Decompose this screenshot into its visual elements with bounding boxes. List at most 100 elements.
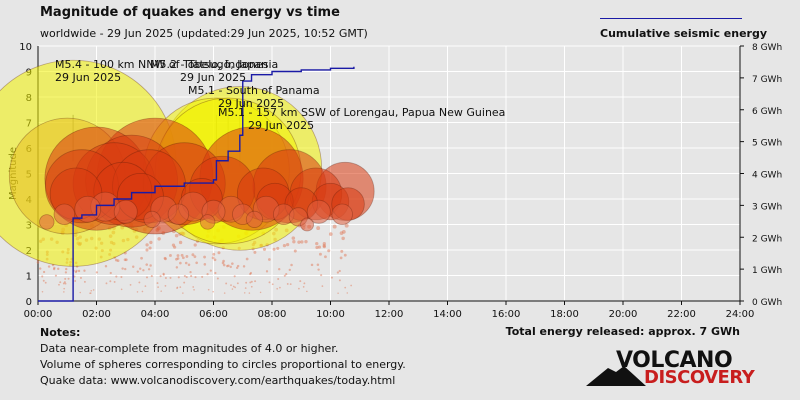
small-quake-dot (285, 273, 288, 276)
small-quake-dot (268, 281, 271, 284)
small-quake-dot (136, 270, 139, 273)
small-quake-dot (176, 286, 179, 289)
small-quake-dot (350, 284, 353, 287)
small-quake-dot (169, 276, 172, 279)
small-quake-dot (324, 255, 327, 259)
y2-tick-label: 7 GWh (752, 75, 782, 85)
small-quake-dot (149, 240, 153, 245)
small-quake-dot (90, 292, 92, 294)
small-quake-dot (90, 289, 93, 292)
small-quake-dot (234, 286, 236, 289)
small-quake-dot (156, 282, 159, 285)
small-quake-dot (338, 279, 341, 282)
small-quake-dot (293, 249, 297, 253)
small-quake-dot (304, 239, 308, 244)
y-tick-label: 10 (19, 42, 32, 53)
small-quake-dot (259, 291, 262, 294)
small-quake-dot (216, 277, 219, 280)
small-quake-dot (109, 271, 112, 275)
small-quake-dot (206, 273, 209, 276)
small-quake-dot (231, 288, 234, 290)
quake-circle (331, 203, 353, 226)
small-quake-dot (136, 291, 139, 293)
small-quake-dot (306, 290, 308, 293)
annotation-title: M5.4 - 100 km NNW of Tobelo, Indonesia (55, 58, 278, 71)
x-tick-label: 02:00 (82, 309, 111, 320)
small-quake-dot (187, 263, 191, 267)
small-quake-dot (77, 269, 81, 273)
small-quake-dot (64, 277, 67, 280)
small-quake-dot (302, 286, 305, 288)
small-quake-dot (286, 283, 289, 285)
quake-circle (300, 217, 315, 232)
annotation-date: 29 Jun 2025 (55, 71, 121, 84)
small-quake-dot (253, 250, 257, 254)
small-quake-dot (337, 292, 339, 294)
small-quake-dot (159, 275, 162, 278)
x-tick-label: 00:00 (24, 309, 53, 320)
notes-line-1: Data near-complete from magnitudes of 4.… (40, 342, 339, 355)
small-quake-dot (254, 280, 257, 283)
x-tick-label: 18:00 (550, 309, 579, 320)
notes-heading: Notes: (40, 326, 81, 339)
small-quake-dot (63, 281, 66, 284)
small-quake-dot (193, 255, 197, 259)
small-quake-dot (162, 273, 165, 276)
small-quake-dot (139, 267, 142, 270)
quake-circle (199, 214, 216, 230)
small-quake-dot (193, 288, 195, 291)
small-quake-dot (41, 275, 44, 278)
small-quake-dot (289, 283, 292, 286)
small-quake-dot (62, 282, 65, 285)
annotation-title: M5.1 - South of Panama (188, 84, 320, 97)
small-quake-dot (64, 271, 68, 274)
small-quake-dot (217, 251, 221, 255)
logo-word-volcano: VOLCANO (616, 348, 733, 373)
small-quake-dot (42, 279, 45, 282)
small-quake-dot (123, 258, 127, 262)
legend-label: Cumulative seismic energy (600, 27, 768, 40)
small-quake-dot (179, 261, 182, 265)
small-quake-dot (63, 291, 65, 293)
small-quake-dot (243, 292, 246, 294)
small-quake-dot (233, 275, 236, 278)
small-quake-dot (320, 274, 323, 277)
y-tick-label: 1 (26, 272, 32, 283)
small-quake-dot (180, 253, 184, 257)
x-tick-label: 04:00 (141, 309, 170, 320)
small-quake-dot (145, 263, 148, 266)
small-quake-dot (144, 285, 147, 288)
small-quake-dot (327, 249, 331, 253)
small-quake-dot (181, 256, 185, 260)
small-quake-dot (79, 276, 82, 279)
small-quake-dot (225, 282, 228, 285)
small-quake-dot (282, 244, 287, 248)
notes-block: Notes: Data near-complete from magnitude… (40, 325, 406, 389)
small-quake-dot (115, 275, 118, 278)
small-quake-dot (65, 267, 68, 271)
x-tick-label: 14:00 (433, 309, 462, 320)
annotation-title: M5.2 - Tatsugō, Japan (150, 58, 268, 71)
small-quake-dot (271, 283, 274, 286)
quake-circle (53, 203, 76, 226)
total-energy: Total energy released: approx. 7 GWh (505, 325, 740, 338)
small-quake-dot (52, 267, 56, 271)
volcano-mountain-icon (586, 366, 646, 386)
small-quake-dot (317, 268, 320, 271)
small-quake-dot (201, 275, 204, 278)
y2-tick-label: 3 GWh (752, 202, 782, 212)
small-quake-dot (315, 242, 319, 246)
annotation-date: 29 Jun 2025 (218, 97, 284, 110)
chart-subtitle: worldwide - 29 Jun 2025 (updated:29 Jun … (40, 27, 368, 40)
x-tick-label: 16:00 (492, 309, 521, 320)
small-quake-dot (332, 224, 337, 229)
small-quake-dot (174, 233, 179, 238)
small-quake-dot (171, 243, 176, 247)
small-quake-dot (272, 247, 276, 251)
small-quake-dot (142, 269, 145, 272)
small-quake-dot (303, 282, 306, 285)
small-quake-dot (262, 247, 267, 251)
small-quake-dot (74, 280, 77, 282)
small-quake-dot (319, 252, 322, 256)
small-quake-dot (141, 290, 144, 293)
